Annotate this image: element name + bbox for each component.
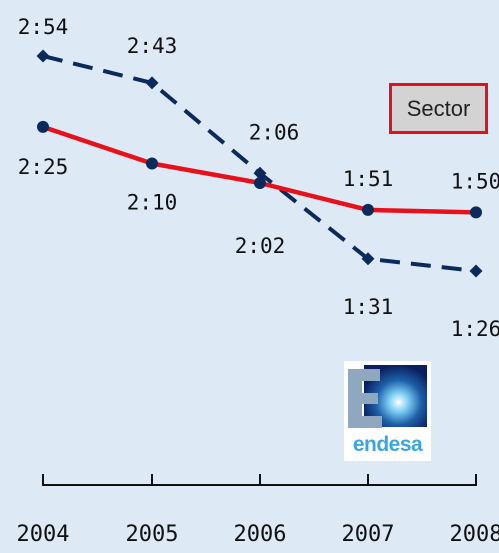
endesa-label-2005: 2:10	[127, 191, 178, 215]
x-tick-label-2004: 2004	[17, 522, 70, 547]
sector-label-2008: 1:26	[451, 317, 499, 341]
endesa-point-2006	[254, 177, 266, 190]
x-tick-label-2006: 2006	[234, 522, 287, 547]
sector-point-2006	[253, 166, 267, 180]
sector-label-2004: 2:54	[18, 15, 69, 39]
sector-point-2004	[36, 49, 50, 63]
x-tick-label-2005: 2005	[126, 522, 179, 547]
legend-label: Sector	[406, 95, 471, 121]
sector-label-2005: 2:43	[127, 34, 178, 58]
endesa-point-2005	[146, 157, 158, 170]
x-axis	[42, 474, 477, 486]
series-layer	[36, 49, 483, 278]
endesa-label-2007: 1:51	[343, 167, 394, 191]
endesa-point-2007	[362, 203, 374, 216]
x-tick-label-2007: 2007	[342, 522, 395, 547]
endesa-label-2004: 2:25	[18, 155, 69, 179]
endesa-label-2006: 2:02	[235, 234, 286, 258]
x-tick-label-2008: 2008	[450, 522, 499, 547]
x-tick-labels: 2004 2005 2006 2007 2008	[17, 522, 499, 547]
endesa-wordmark: endesa	[352, 433, 423, 456]
sector-point-2007	[361, 252, 375, 266]
endesa-logo: endesa	[344, 361, 431, 461]
endesa-logo-mark	[348, 365, 427, 428]
legend-sector: Sector	[389, 83, 488, 134]
endesa-label-2008: 1:50	[451, 169, 499, 193]
sector-label-2006: 2:06	[249, 120, 300, 144]
endesa-point-2004	[37, 120, 49, 133]
endesa-point-2008	[470, 206, 482, 219]
sector-label-2007: 1:31	[343, 295, 394, 319]
sector-point-2005	[145, 76, 159, 90]
sector-point-2008	[469, 264, 483, 278]
data-labels: 2:54 2:43 2:06 1:31 1:26 2:25 2:10 2:02 1:51 1:50	[18, 15, 499, 341]
